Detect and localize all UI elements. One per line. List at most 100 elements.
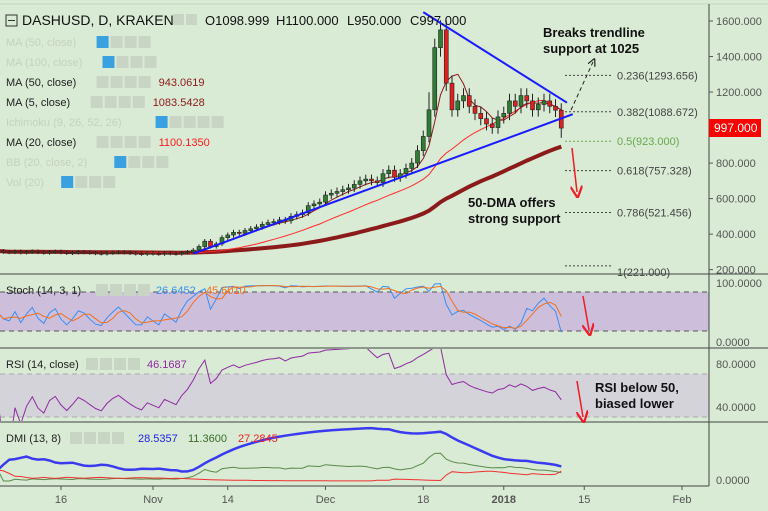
stoch-label[interactable]: Stoch (14, 3, 1) <box>6 285 81 297</box>
candle <box>1 250 6 253</box>
candle <box>41 251 47 254</box>
gear-icon[interactable] <box>100 358 112 370</box>
indicator-legend-label[interactable]: BB (20, close, 2) <box>6 157 87 169</box>
eye-icon[interactable] <box>102 56 115 68</box>
indicator-legend-label[interactable]: MA (50, close) <box>6 37 76 49</box>
down-arrow-price <box>572 147 577 192</box>
collapse-icon[interactable] <box>5 14 18 27</box>
plus-icon[interactable] <box>124 136 137 148</box>
resistance-trendline[interactable] <box>422 11 568 104</box>
eye-icon[interactable] <box>155 116 168 128</box>
plus-icon[interactable] <box>118 96 131 108</box>
gear-icon[interactable] <box>75 176 88 188</box>
plus-icon[interactable] <box>130 56 143 68</box>
close-icon[interactable] <box>138 36 151 48</box>
eye-icon[interactable] <box>90 96 103 108</box>
close-icon[interactable] <box>112 432 124 444</box>
ohlc-open: O1098.999 <box>205 13 269 28</box>
close-icon[interactable] <box>197 116 210 128</box>
eye-icon[interactable] <box>96 136 109 148</box>
gear-icon[interactable] <box>84 432 96 444</box>
plus-icon[interactable] <box>142 156 155 168</box>
eye-icon[interactable] <box>86 358 98 370</box>
eye-icon[interactable] <box>114 156 127 168</box>
candle <box>547 100 553 107</box>
close-icon[interactable] <box>128 358 140 370</box>
price-tick-label: 400.000 <box>716 229 756 241</box>
gear-icon[interactable] <box>110 136 123 148</box>
candle <box>466 95 472 107</box>
fib-retracement[interactable]: 0.236(1293.656) 0.382(1088.672) 0.5(923.00… <box>565 70 698 279</box>
candle <box>29 251 35 253</box>
candle <box>87 251 93 254</box>
candle <box>196 246 202 251</box>
plus-icon[interactable] <box>124 284 136 296</box>
close-icon[interactable] <box>138 284 150 296</box>
plus-icon[interactable] <box>183 116 196 128</box>
close-icon[interactable] <box>144 56 157 68</box>
plus-icon[interactable] <box>124 36 137 48</box>
candle <box>392 169 397 178</box>
support-trendline[interactable] <box>192 113 574 255</box>
stoch-pane[interactable] <box>0 283 562 333</box>
indicator-legend-label[interactable]: Vol (20) <box>6 177 44 189</box>
gear-icon[interactable] <box>110 36 123 48</box>
eye-icon[interactable] <box>61 176 74 188</box>
eye-icon[interactable] <box>96 76 109 88</box>
indicator-axis-label: 40.0000 <box>716 402 756 414</box>
price-pane[interactable] <box>0 11 574 256</box>
indicator-legend-label[interactable]: Ichimoku (9, 26, 52, 26) <box>6 117 122 129</box>
candle <box>18 251 24 253</box>
close-icon[interactable] <box>138 76 151 88</box>
plus-icon[interactable] <box>98 432 110 444</box>
close-icon[interactable] <box>132 96 145 108</box>
indicator-legend-label[interactable]: MA (100, close) <box>6 57 82 69</box>
candle <box>81 251 87 254</box>
gear-icon[interactable] <box>116 56 129 68</box>
eye-icon[interactable] <box>96 284 108 296</box>
dmi-adx-line <box>0 426 562 473</box>
gear-icon[interactable] <box>104 96 117 108</box>
dmi-pane[interactable] <box>0 426 562 482</box>
indicator-legend-label[interactable]: MA (20, close) <box>6 137 76 149</box>
indicator-legend-label[interactable]: MA (50, close) <box>6 77 76 89</box>
eye-icon[interactable] <box>96 36 109 48</box>
plus-icon[interactable] <box>114 358 126 370</box>
price-tick-label: 800.000 <box>716 158 756 170</box>
eye-icon[interactable] <box>173 14 184 25</box>
rsi-line <box>0 349 562 421</box>
gear-icon[interactable] <box>110 76 123 88</box>
eye-icon[interactable] <box>70 432 82 444</box>
candle <box>242 230 248 234</box>
gear-icon[interactable] <box>110 284 122 296</box>
gear-icon[interactable] <box>128 156 141 168</box>
time-tick-label: 14 <box>222 494 234 506</box>
indicator-legend-label[interactable]: MA (5, close) <box>6 97 70 109</box>
rsi-label[interactable]: RSI (14, close) <box>6 359 79 371</box>
close-icon[interactable] <box>138 136 151 148</box>
time-tick-label: Nov <box>143 494 163 506</box>
time-tick-label: Feb <box>673 494 692 506</box>
gear-icon[interactable] <box>186 14 197 25</box>
gear-icon[interactable] <box>169 116 182 128</box>
plus-icon[interactable] <box>124 76 137 88</box>
indicator-legends: MA (50, close) MA (100, close) MA (50, clo… <box>6 36 224 189</box>
candle <box>323 194 328 203</box>
candle <box>202 240 208 247</box>
candle <box>461 95 466 102</box>
close-icon[interactable] <box>156 156 169 168</box>
braces-icon[interactable] <box>211 116 224 128</box>
rsi-pane[interactable] <box>0 347 562 450</box>
candle <box>311 203 317 207</box>
plus-icon[interactable] <box>89 176 102 188</box>
candle <box>93 252 98 255</box>
dmi-label[interactable]: DMI (13, 8) <box>6 433 61 445</box>
candle <box>340 189 346 192</box>
candle <box>173 253 179 255</box>
close-icon[interactable] <box>103 176 116 188</box>
candle <box>236 232 242 234</box>
annotation-50dma: 50-DMA offers strong support <box>468 195 561 226</box>
candle <box>64 252 70 254</box>
symbol-title[interactable]: DASHUSD, D, KRAKEN <box>22 12 174 28</box>
